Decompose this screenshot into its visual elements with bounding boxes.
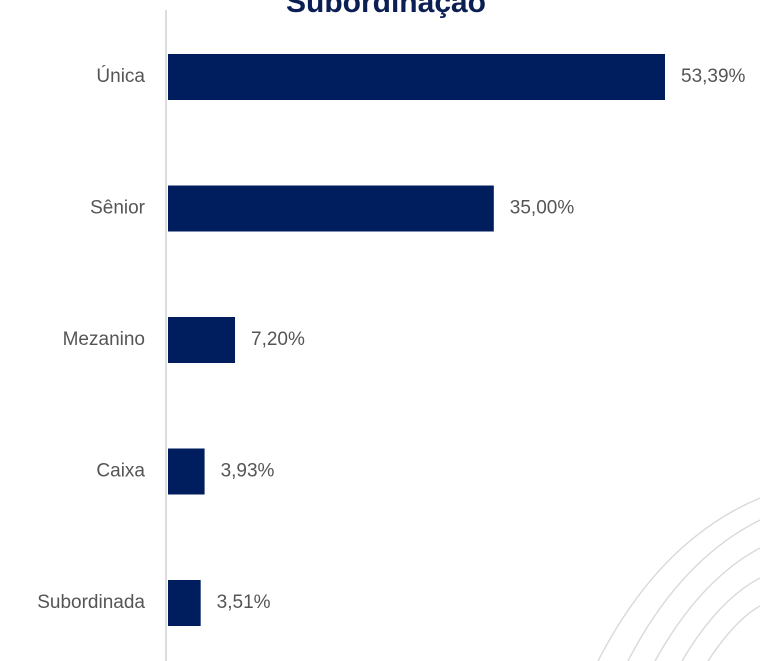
value-label: 3,93% [221,461,275,482]
value-label: 35,00% [510,198,575,219]
category-label: Sênior [90,198,146,219]
category-label: Caixa [96,461,145,482]
value-label: 53,39% [681,66,746,87]
bar-3 [168,317,236,363]
category-label: Mezanino [63,329,145,350]
decorative-arcs [597,497,760,661]
category-label: Subordinada [37,592,145,613]
category-label: Única [96,65,145,87]
chart-title: Subordinação [286,0,486,19]
bars-group: Única 53,39% Sênior 35,00% Mezanino 7,20% Caix… [37,54,746,626]
bar-2 [168,185,494,232]
bar-4 [168,448,205,495]
bar-1 [168,54,665,100]
value-label: 7,20% [251,329,305,350]
value-label: 3,51% [217,592,271,613]
bar-5 [168,580,201,626]
